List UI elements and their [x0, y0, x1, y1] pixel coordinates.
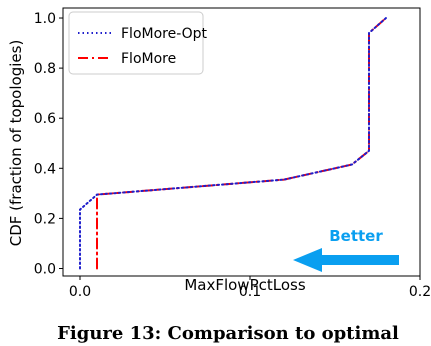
legend-label-flomore-opt: FloMore-Opt — [121, 26, 208, 42]
legend-label-flomore: FloMore — [121, 51, 176, 67]
x-axis-label: MaxFlowPctLoss — [184, 276, 306, 294]
better-label: Better — [329, 227, 383, 245]
plot-area — [79, 17, 387, 270]
axes: 0.0 0.1 0.2 0.0 0.2 0.4 0.6 0.8 1.0 — [34, 7, 431, 300]
legend: FloMore-Opt FloMore — [68, 11, 208, 75]
y-tick-label: 0.2 — [34, 211, 56, 227]
left-arrow-icon — [293, 248, 399, 272]
x-tick-label: 0.1 — [239, 284, 261, 300]
y-tick-label: 0.0 — [34, 261, 56, 277]
y-axis-label: CDF (fraction of topologies) — [7, 40, 25, 247]
plot-frame — [62, 7, 421, 277]
y-tick-label: 0.8 — [34, 61, 56, 77]
y-tick-label: 0.6 — [34, 111, 56, 127]
x-tick-label: 0.2 — [409, 284, 431, 300]
better-annotation: Better — [293, 227, 399, 272]
x-tick-label: 0.0 — [69, 284, 91, 300]
y-tick-label: 0.4 — [34, 161, 56, 177]
series-line-flomore-opt — [79, 17, 387, 270]
figure-caption: Figure 13: Comparison to optimal — [57, 323, 399, 344]
y-tick-label: 1.0 — [34, 11, 56, 27]
